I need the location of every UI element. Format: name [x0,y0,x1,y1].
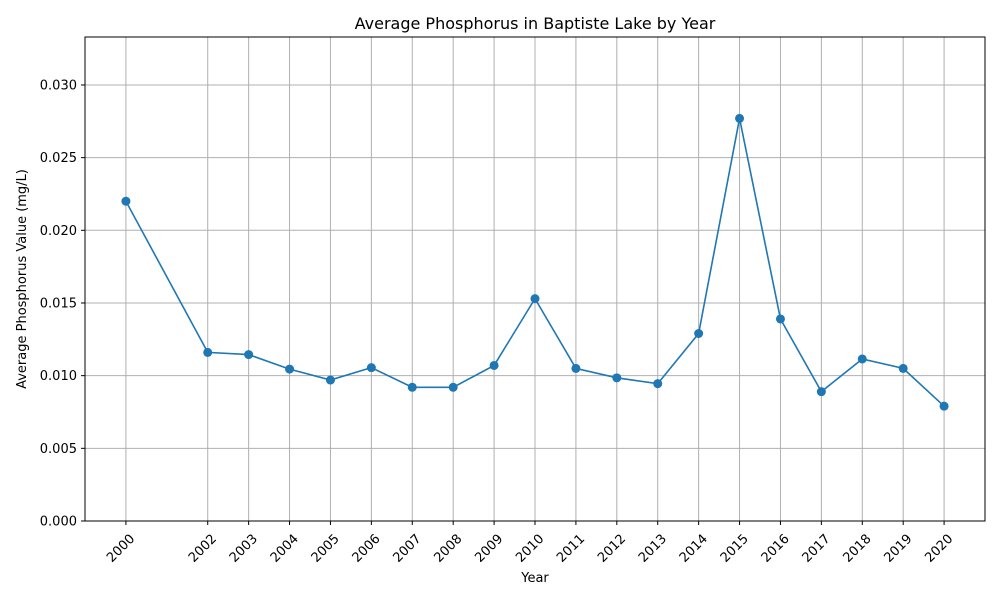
y-tick-label: 0.000 [40,515,77,530]
data-point [325,375,335,385]
y-tick-label: 0.030 [40,78,77,93]
data-layer [121,113,949,411]
y-tick-label: 0.010 [40,369,77,384]
data-point [366,363,376,373]
grid-layer [85,37,985,522]
data-point [244,350,254,360]
data-point [939,401,949,411]
y-tick-label: 0.020 [40,224,77,239]
data-point [571,363,581,373]
y-tick-label: 0.025 [40,151,77,166]
data-point [612,373,622,383]
data-point [448,382,458,392]
data-point [121,196,131,206]
data-point [857,354,867,364]
data-point [653,379,663,389]
data-point [530,294,540,304]
y-tick-label: 0.015 [40,296,77,311]
data-point [285,364,295,374]
data-point [694,329,704,339]
data-point [735,113,745,123]
data-point [898,363,908,373]
data-point [203,347,213,357]
chart-title: Average Phosphorus in Baptiste Lake by Y… [355,14,716,33]
data-point [407,382,417,392]
series-line [125,118,945,407]
data-point [489,360,499,370]
data-point [816,387,826,397]
data-point [775,314,785,324]
x-axis-label: Year [520,571,549,586]
y-axis-label: Average Phosphorus Value (mg/L) [15,169,30,389]
y-tick-label: 0.005 [40,442,77,457]
